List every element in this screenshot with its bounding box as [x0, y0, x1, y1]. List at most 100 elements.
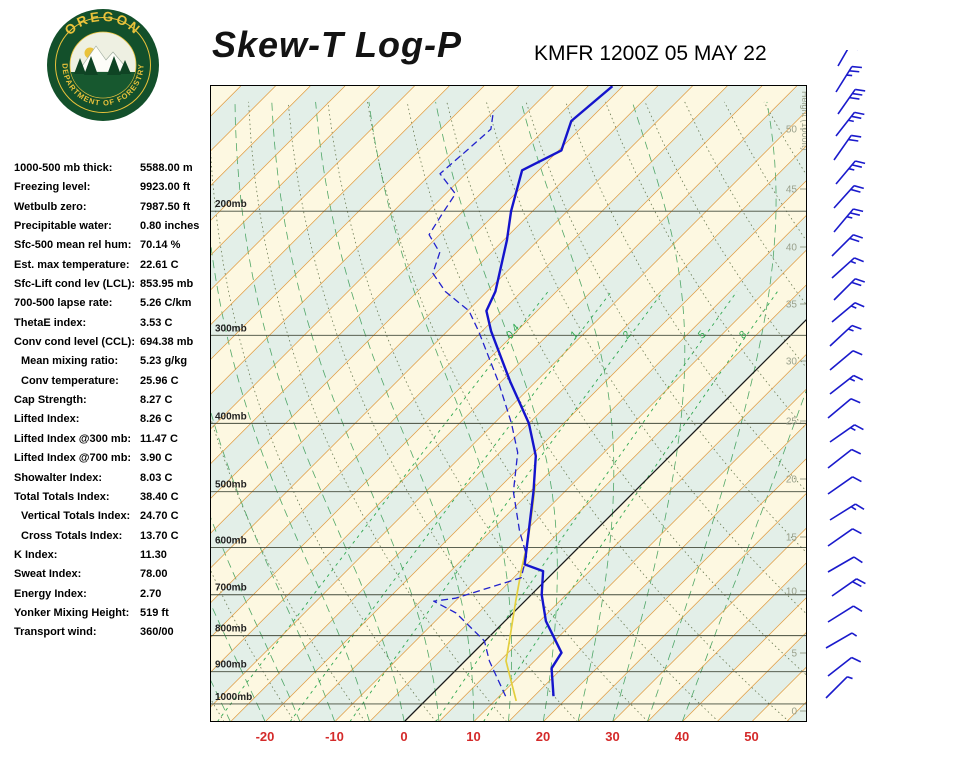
wind-barb	[831, 578, 866, 597]
wind-barb	[833, 134, 862, 161]
index-row: Freezing level: 9923.00 ft	[14, 181, 214, 200]
index-value: 2.70	[140, 587, 162, 600]
index-label: K Index:	[14, 548, 58, 561]
wind-barb	[827, 556, 863, 573]
index-value: 853.95 mb	[140, 278, 194, 291]
wind-barb	[829, 424, 864, 443]
pressure-label: 700mb	[215, 583, 247, 594]
wind-barb	[831, 301, 865, 323]
wind-barb	[835, 111, 865, 137]
index-row: Vertical Totals Index: 24.70 C	[14, 510, 214, 529]
height-tick-label: 30	[786, 357, 798, 368]
wind-barb-column	[825, 50, 866, 699]
index-label: Lifted Index @700 mb:	[14, 452, 132, 465]
wind-barb	[827, 605, 863, 623]
wind-barb	[829, 374, 864, 395]
index-row: Energy Index: 2.70	[14, 588, 214, 607]
index-label: Cross Totals Index:	[21, 529, 123, 542]
index-row: Cap Strength: 8.27 C	[14, 394, 214, 413]
height-tick-label: 40	[786, 243, 798, 254]
index-row: Mean mixing ratio: 5.23 g/kg	[14, 355, 214, 374]
height-tick-label: 35	[786, 300, 798, 311]
index-label: Wetbulb zero:	[14, 200, 87, 213]
station-datetime: KMFR 1200Z 05 MAY 22	[534, 42, 767, 65]
wind-barb	[837, 50, 859, 67]
index-label: Sfc-Lift cond lev (LCL):	[14, 278, 135, 291]
height-tick-label: 0	[791, 707, 797, 718]
logo-ground	[70, 72, 136, 98]
index-label: 1000-500 mb thick:	[14, 162, 113, 174]
skewt-chart-frame: 200mb 300mb 400mb 500mb 600mb 700mb 800mb 900mb…	[210, 85, 810, 722]
index-value: 5588.00 m	[140, 162, 193, 174]
index-value: 8.26 C	[140, 413, 173, 426]
height-tick-label: 25	[786, 417, 798, 428]
index-value: 24.70 C	[140, 510, 179, 523]
index-label: Showalter Index:	[14, 471, 103, 484]
wind-barb	[829, 324, 862, 347]
wind-barb	[833, 184, 864, 209]
index-value: 360/00	[140, 626, 174, 639]
pressure-lines	[211, 210, 806, 705]
index-label: Yonker Mixing Height:	[14, 606, 130, 619]
index-label: Freezing level:	[14, 181, 91, 194]
index-row: Conv cond level (CCL): 694.38 mb	[14, 336, 214, 355]
index-label: Lifted Index @300 mb:	[14, 432, 132, 445]
index-row: Cross Totals Index: 13.70 C	[14, 530, 214, 549]
index-row: Yonker Mixing Height: 519 ft	[14, 607, 214, 626]
index-label: Conv temperature:	[21, 374, 119, 387]
pressure-labels: 200mb 300mb 400mb 500mb 600mb 700mb 800mb 900mb…	[215, 199, 252, 703]
pressure-label: 600mb	[215, 536, 247, 547]
wind-barb	[827, 476, 862, 495]
index-label: Mean mixing ratio:	[21, 355, 119, 368]
height-tick-label: 50	[786, 125, 798, 136]
dewpoint-trace	[428, 110, 528, 697]
height-tick-label: 20	[786, 475, 798, 486]
index-label: 700-500 lapse rate:	[14, 297, 113, 310]
index-label: Precipitable water:	[14, 220, 112, 233]
height-tick-label: 45	[786, 185, 798, 196]
index-label: Est. max temperature:	[14, 258, 130, 271]
index-row: 1000-500 mb thick: 5588.00 m	[14, 162, 214, 181]
pressure-label: 900mb	[215, 660, 247, 671]
index-label: Transport wind:	[14, 626, 97, 639]
index-label: Conv cond level (CCL):	[14, 336, 136, 349]
mixing-ratio-label: 1	[568, 329, 581, 341]
index-row: Wetbulb zero: 7987.50 ft	[14, 201, 214, 220]
index-value: 13.70 C	[140, 529, 179, 542]
index-value: 3.53 C	[140, 316, 173, 329]
odf-logo: OREGON DEPARTMENT OF FORESTRY	[46, 8, 160, 122]
sounding-profiles	[428, 86, 614, 702]
index-row: Sweat Index: 78.00	[14, 568, 214, 587]
temp-tick-label: 0	[400, 729, 408, 744]
temp-tick-label: 10	[466, 729, 481, 744]
temp-tick-label: 50	[744, 729, 759, 744]
index-row: Lifted Index @700 mb: 3.90 C	[14, 452, 214, 471]
temp-tick-label: 40	[674, 729, 690, 744]
index-value: 78.00	[140, 568, 168, 581]
index-label: Lifted Index:	[14, 413, 80, 426]
wind-barb	[833, 278, 866, 301]
index-value: 38.40 C	[140, 490, 179, 503]
isotherms	[211, 86, 806, 721]
wind-barb	[827, 656, 862, 677]
logo-trees-icon	[74, 56, 131, 75]
index-row: 700-500 lapse rate: 5.26 C/km	[14, 297, 214, 316]
wind-barb	[833, 208, 864, 233]
index-value: 5.26 C/km	[140, 297, 192, 310]
wind-barb	[835, 65, 862, 93]
index-value: 7987.50 ft	[140, 200, 191, 213]
skewt-plot-area	[211, 86, 806, 721]
wind-barb	[827, 528, 862, 547]
index-label: Total Totals Index:	[14, 490, 110, 503]
index-label: Vertical Totals Index:	[21, 510, 131, 523]
wind-barb	[831, 257, 864, 279]
skewt-diagram: 200mb 300mb 400mb 500mb 600mb 700mb 800mb 900mb…	[211, 86, 810, 721]
temp-tick-label: 20	[535, 729, 551, 744]
index-label: ThetaE index:	[14, 316, 87, 329]
pressure-label: 500mb	[215, 480, 247, 491]
temp-tick-label: -10	[325, 729, 344, 744]
index-label: Sweat Index:	[14, 568, 82, 581]
pressure-label: 300mb	[215, 323, 247, 334]
